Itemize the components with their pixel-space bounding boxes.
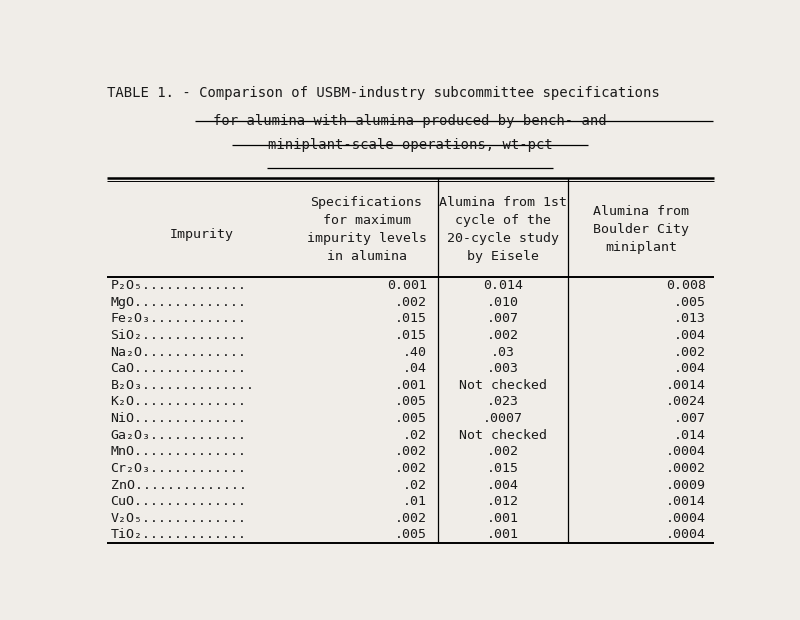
Text: .40: .40 (402, 345, 426, 358)
Text: NiO..............: NiO.............. (110, 412, 246, 425)
Text: .010: .010 (487, 296, 519, 309)
Text: .0007: .0007 (483, 412, 523, 425)
Text: .007: .007 (674, 412, 706, 425)
Text: Alumina from 1st
cycle of the
20-cycle study
by Eisele: Alumina from 1st cycle of the 20-cycle s… (439, 196, 567, 263)
Text: .01: .01 (402, 495, 426, 508)
Text: Not checked: Not checked (459, 379, 547, 392)
Text: .014: .014 (674, 428, 706, 441)
Text: .005: .005 (674, 296, 706, 309)
Text: .03: .03 (491, 345, 515, 358)
Text: 0.008: 0.008 (666, 279, 706, 292)
Text: .002: .002 (487, 445, 519, 458)
Text: .0014: .0014 (666, 379, 706, 392)
Text: Na₂O.............: Na₂O............. (110, 345, 246, 358)
Text: CaO..............: CaO.............. (110, 362, 246, 375)
Text: .002: .002 (394, 296, 426, 309)
Text: MnO..............: MnO.............. (110, 445, 246, 458)
Text: .015: .015 (394, 329, 426, 342)
Text: Ga₂O₃............: Ga₂O₃............ (110, 428, 246, 441)
Text: .015: .015 (487, 462, 519, 475)
Text: Cr₂O₃............: Cr₂O₃............ (110, 462, 246, 475)
Text: .001: .001 (487, 512, 519, 525)
Text: .002: .002 (394, 445, 426, 458)
Text: .003: .003 (487, 362, 519, 375)
Text: .005: .005 (394, 528, 426, 541)
Text: .004: .004 (674, 329, 706, 342)
Text: B₂O₃..............: B₂O₃.............. (110, 379, 254, 392)
Text: K₂O..............: K₂O.............. (110, 396, 246, 409)
Text: .0004: .0004 (666, 445, 706, 458)
Text: miniplant-scale operations, wt-pct: miniplant-scale operations, wt-pct (268, 138, 552, 152)
Text: TABLE 1. - Comparison of USBM-industry subcommittee specifications: TABLE 1. - Comparison of USBM-industry s… (107, 86, 660, 100)
Text: .001: .001 (394, 379, 426, 392)
Text: CuO..............: CuO.............. (110, 495, 246, 508)
Text: 0.001: 0.001 (386, 279, 426, 292)
Text: .02: .02 (402, 428, 426, 441)
Text: Alumina from
Boulder City
miniplant: Alumina from Boulder City miniplant (593, 205, 689, 254)
Text: .004: .004 (487, 479, 519, 492)
Text: Not checked: Not checked (459, 428, 547, 441)
Text: TiO₂.............: TiO₂............. (110, 528, 246, 541)
Text: .001: .001 (487, 528, 519, 541)
Text: .004: .004 (674, 362, 706, 375)
Text: .002: .002 (394, 462, 426, 475)
Text: for alumina with alumina produced by bench- and: for alumina with alumina produced by ben… (213, 114, 607, 128)
Text: V₂O₅.............: V₂O₅............. (110, 512, 246, 525)
Text: MgO..............: MgO.............. (110, 296, 246, 309)
Text: .0009: .0009 (666, 479, 706, 492)
Text: .005: .005 (394, 412, 426, 425)
Text: .012: .012 (487, 495, 519, 508)
Text: .0004: .0004 (666, 512, 706, 525)
Text: .0002: .0002 (666, 462, 706, 475)
Text: .002: .002 (394, 512, 426, 525)
Text: .002: .002 (674, 345, 706, 358)
Text: .023: .023 (487, 396, 519, 409)
Text: .04: .04 (402, 362, 426, 375)
Text: .007: .007 (487, 312, 519, 326)
Text: P₂O₅.............: P₂O₅............. (110, 279, 246, 292)
Text: .0014: .0014 (666, 495, 706, 508)
Text: SiO₂.............: SiO₂............. (110, 329, 246, 342)
Text: Fe₂O₃............: Fe₂O₃............ (110, 312, 246, 326)
Text: .013: .013 (674, 312, 706, 326)
Text: .0004: .0004 (666, 528, 706, 541)
Text: Specifications
for maximum
impurity levels
in alumina: Specifications for maximum impurity leve… (306, 196, 426, 263)
Text: .005: .005 (394, 396, 426, 409)
Text: Impurity: Impurity (170, 228, 234, 241)
Text: .0024: .0024 (666, 396, 706, 409)
Text: ZnO..............: ZnO.............. (110, 479, 246, 492)
Text: 0.014: 0.014 (483, 279, 523, 292)
Text: .02: .02 (402, 479, 426, 492)
Text: .002: .002 (487, 329, 519, 342)
Text: .015: .015 (394, 312, 426, 326)
